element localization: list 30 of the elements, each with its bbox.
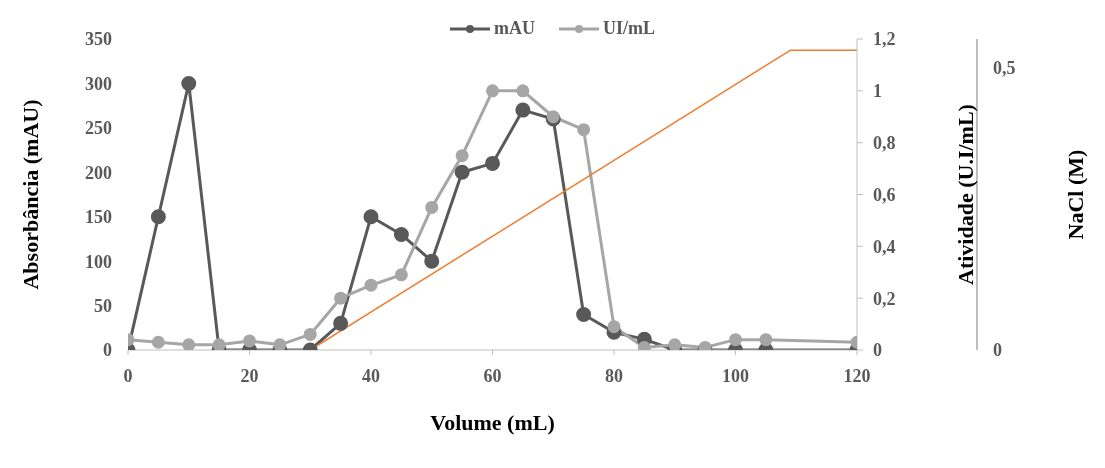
legend-label: mAU bbox=[493, 18, 535, 39]
y2-tick-label: 1,2 bbox=[873, 29, 896, 50]
y2-tick-label: 0,6 bbox=[873, 184, 896, 205]
y2-tick-label: 0 bbox=[873, 340, 882, 361]
y-tick-label: 100 bbox=[85, 251, 112, 272]
x-tick-label: 40 bbox=[362, 365, 380, 386]
y3-tick-label: 0,5 bbox=[993, 57, 1016, 78]
y3-axis-title: NaCl (M) bbox=[1062, 149, 1088, 240]
y-tick-label: 350 bbox=[85, 29, 112, 50]
x-tick-label: 20 bbox=[240, 365, 259, 386]
y-tick-label: 300 bbox=[85, 73, 112, 94]
y2-axis-title: Atividade (U.I/mL) bbox=[952, 104, 978, 285]
y3-tick-label: 0 bbox=[993, 340, 1002, 361]
legend-label: UI/mL bbox=[602, 18, 655, 39]
y2-tick-label: 0,8 bbox=[873, 133, 896, 154]
y-tick-label: 0 bbox=[103, 340, 112, 361]
x-tick-label: 80 bbox=[605, 365, 623, 386]
x-tick-label: 120 bbox=[843, 365, 871, 386]
y2-tick-label: 0,4 bbox=[873, 236, 896, 257]
x-tick-label: 100 bbox=[722, 365, 749, 386]
y-axis-title: Absorbância (mAU) bbox=[17, 99, 43, 290]
y-tick-label: 50 bbox=[94, 295, 112, 316]
y-tick-label: 250 bbox=[85, 118, 112, 139]
y-tick-label: 150 bbox=[85, 207, 112, 228]
x-tick-label: 0 bbox=[123, 365, 133, 386]
y2-tick-label: 1 bbox=[873, 81, 882, 102]
y-tick-label: 200 bbox=[85, 162, 112, 183]
x-tick-label: 60 bbox=[483, 365, 502, 386]
x-axis-title: Volume (mL) bbox=[430, 410, 555, 435]
y2-tick-label: 0,2 bbox=[873, 288, 896, 309]
